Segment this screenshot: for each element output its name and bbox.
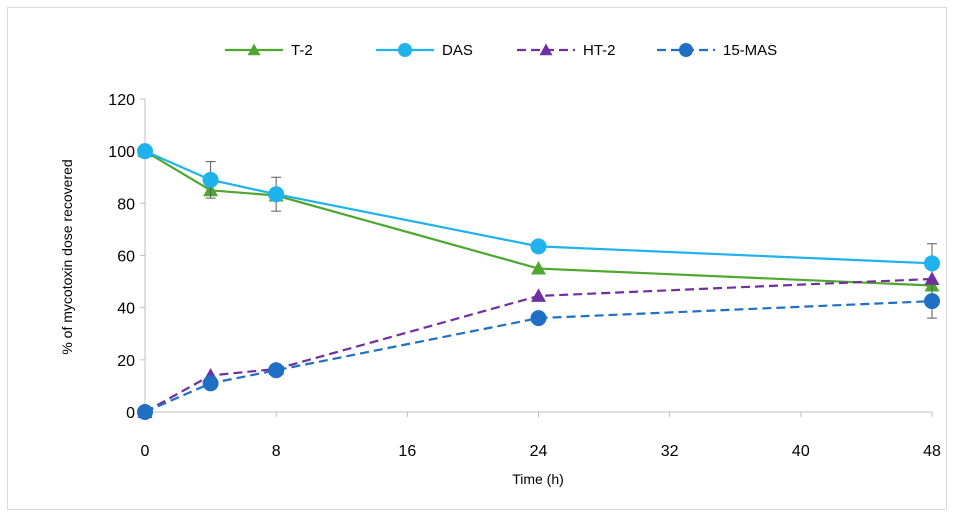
y-tick-label: 80 [117,196,135,213]
legend-marker [247,43,261,56]
chart-frame [7,7,947,510]
y-tick-label: 100 [108,144,135,161]
x-tick-label: 16 [398,443,416,460]
legend-marker [539,43,553,56]
x-tick-label: 0 [141,443,150,460]
data-point-t-2 [531,261,546,275]
legend-marker [398,43,412,57]
x-tick-label: 8 [272,443,281,460]
y-tick-label: 120 [108,92,135,109]
data-point-ht-2 [531,288,546,302]
legend-item-t-2: T-2 [225,42,313,59]
legend: T-2 DAS HT-2 15-MAS [225,42,777,59]
series-ht-2 [137,271,940,418]
data-point-15-mas [202,375,219,392]
data-point-15-mas [530,310,547,327]
x-tick-label: 48 [923,443,941,460]
data-point-das [530,238,547,255]
series-layer [137,143,940,420]
y-tick-label: 60 [117,249,135,266]
data-point-das [268,186,285,203]
data-point-15-mas [268,362,285,379]
data-point-15-mas [137,404,153,420]
x-tick-label: 40 [792,443,810,460]
series-t-2 [137,143,940,292]
legend-label: 15-MAS [723,42,777,59]
legend-item-ht-2: HT-2 [517,42,616,59]
series-line-15-mas [144,300,933,414]
y-tick-label: 20 [117,353,135,370]
legend-marker [679,43,693,57]
series-15-mas [137,283,940,420]
x-tick-label: 32 [661,443,679,460]
data-point-das [137,143,153,160]
data-point-das [202,171,219,188]
y-axis-title: % of mycotoxin dose recovered [59,159,75,354]
x-axis-title: Time (h) [512,471,564,487]
data-point-ht-2 [924,271,940,285]
data-point-15-mas [924,293,940,310]
data-point-das [924,255,940,272]
legend-label: T-2 [291,42,313,59]
axes: 0 20 40 60 80 100 120 0 8 16 24 32 40 48 [108,92,941,460]
y-tick-label: 0 [126,405,135,422]
legend-item-das: DAS [376,42,473,59]
y-tick-label: 40 [117,301,135,318]
legend-label: HT-2 [583,42,616,59]
legend-label: DAS [442,42,473,59]
x-tick-label: 24 [530,443,548,460]
legend-item-15-mas: 15-MAS [657,42,777,59]
